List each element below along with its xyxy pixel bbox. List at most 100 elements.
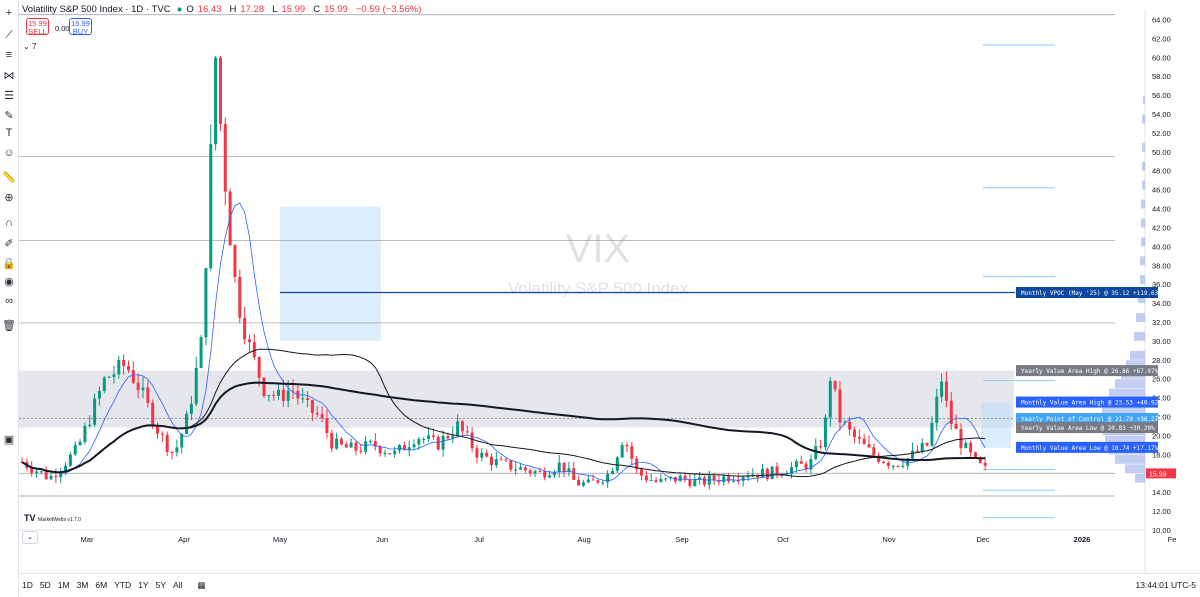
candle-body xyxy=(199,337,203,368)
candle-body xyxy=(911,450,915,459)
period-button-5y[interactable]: 5Y xyxy=(155,580,166,590)
trash-icon[interactable]: 🗑 xyxy=(2,319,16,332)
period-button-1y[interactable]: 1Y xyxy=(138,580,149,590)
candle-body xyxy=(770,466,774,480)
trend-line-icon[interactable]: ⟋ xyxy=(5,28,13,41)
period-button-all[interactable]: All xyxy=(173,580,183,590)
candle-body xyxy=(765,468,769,480)
zoom-icon[interactable]: ⊕ xyxy=(4,191,14,204)
annotation-text: Yearly Point of Control @ 21.79 +36.27% xyxy=(1021,416,1162,423)
calendar-icon[interactable]: ▦ xyxy=(197,580,206,590)
candle-body xyxy=(330,433,334,449)
monthly-volume-profile-may xyxy=(280,206,381,341)
lock-icon[interactable]: 🔒 xyxy=(2,257,16,270)
period-button-3m[interactable]: 3M xyxy=(76,580,89,590)
candle-body xyxy=(891,465,895,467)
candle-body xyxy=(252,342,256,358)
pencil-lock-icon[interactable]: ✐ xyxy=(4,237,14,250)
candle-body xyxy=(920,442,924,452)
candle-body xyxy=(218,57,222,124)
candle-body xyxy=(828,380,832,418)
horizontal-lines-icon[interactable]: ≡ xyxy=(5,49,13,61)
candle-body xyxy=(194,367,198,404)
y-tick-label: 30.00 xyxy=(1152,337,1171,346)
candle-body xyxy=(533,471,537,474)
candle-body xyxy=(368,441,372,443)
eye-icon[interactable]: ◉ xyxy=(4,275,14,288)
y-tick-label: 48.00 xyxy=(1152,167,1171,176)
x-tick-label: Nov xyxy=(882,535,896,544)
candle-body xyxy=(644,475,648,481)
candle-body xyxy=(93,398,97,425)
candle-body xyxy=(698,477,702,480)
candle-body xyxy=(794,461,798,468)
annotation-label: Yearly Value Area Low @ 20.83 +30.29% xyxy=(1016,422,1158,434)
pattern-icon[interactable]: ⋈ xyxy=(3,69,15,82)
candle-body xyxy=(543,471,547,478)
period-button-1d[interactable]: 1D xyxy=(22,580,33,590)
low-label: L xyxy=(272,4,278,15)
candle-body xyxy=(973,452,977,458)
period-button-ytd[interactable]: YTD xyxy=(114,580,132,590)
candle-body xyxy=(320,414,324,419)
candle-body xyxy=(601,482,605,484)
ruler-icon[interactable]: 📏 xyxy=(2,171,16,184)
ma-fast-line xyxy=(21,202,986,482)
x-tick-label: Jun xyxy=(376,535,388,544)
candle-body xyxy=(610,470,614,475)
candle-body xyxy=(306,398,310,401)
fib-icon[interactable]: ☰ xyxy=(4,89,14,102)
high-label: H xyxy=(229,4,237,15)
collapse-panel-button[interactable]: ⌄ xyxy=(22,531,38,544)
brush-icon[interactable]: ✎ xyxy=(4,109,14,122)
candle-body xyxy=(935,396,939,423)
emoji-icon[interactable]: ☺ xyxy=(3,147,15,159)
spread-value: 0.00 xyxy=(55,24,70,33)
candle-body xyxy=(441,435,445,450)
candle-body xyxy=(451,435,455,439)
indicators-toggle[interactable]: ⌄ 7 xyxy=(23,42,36,51)
annotation-label: Monthly Value Area High @ 23.53 +40.92% xyxy=(1016,396,1162,408)
candle-body xyxy=(867,444,871,448)
candle-body xyxy=(349,442,353,448)
crosshair-icon[interactable]: + xyxy=(5,7,13,19)
candle-body xyxy=(44,471,48,480)
period-button-1m[interactable]: 1M xyxy=(57,580,70,590)
candle-body xyxy=(736,480,740,482)
candle-body xyxy=(519,467,523,470)
volume-profile-bar xyxy=(1102,407,1145,417)
candle-body xyxy=(741,477,745,481)
candle-body xyxy=(107,376,111,378)
candle-body xyxy=(615,457,619,471)
candle-body xyxy=(906,458,910,466)
candle-body xyxy=(301,398,305,400)
link-icon[interactable]: ∞ xyxy=(5,295,13,307)
sell-button[interactable]: 15.99 SELL xyxy=(26,18,49,36)
candle-body xyxy=(272,395,276,397)
candle-body xyxy=(814,446,818,460)
buy-label: BUY xyxy=(72,27,89,36)
sell-label: SELL xyxy=(28,27,47,36)
image-icon[interactable]: ▣ xyxy=(3,433,15,446)
symbol-title[interactable]: Volatility S&P 500 Index · 1D · TVC xyxy=(22,4,171,15)
candle-body xyxy=(122,359,126,367)
candle-body xyxy=(277,389,281,396)
candle-body xyxy=(475,448,479,458)
candle-body xyxy=(882,461,886,463)
candle-body xyxy=(73,445,77,455)
magnet-icon[interactable]: ∩ xyxy=(5,217,13,229)
candle-body xyxy=(160,433,164,435)
period-button-5d[interactable]: 5D xyxy=(39,580,51,590)
text-icon[interactable]: T xyxy=(5,127,13,139)
candle-body xyxy=(78,441,82,446)
annotation-text: Monthly VPOC (May '25) @ 35.12 +119.63% xyxy=(1021,290,1162,297)
volume-profile-bar xyxy=(1115,454,1145,464)
buy-button[interactable]: 15.99 BUY xyxy=(69,18,92,36)
y-tick-label: 10.00 xyxy=(1152,526,1171,535)
period-button-6m[interactable]: 6M xyxy=(95,580,108,590)
volume-profile-bar xyxy=(1141,218,1145,228)
candle-body xyxy=(969,442,973,453)
candle-body xyxy=(548,475,552,478)
